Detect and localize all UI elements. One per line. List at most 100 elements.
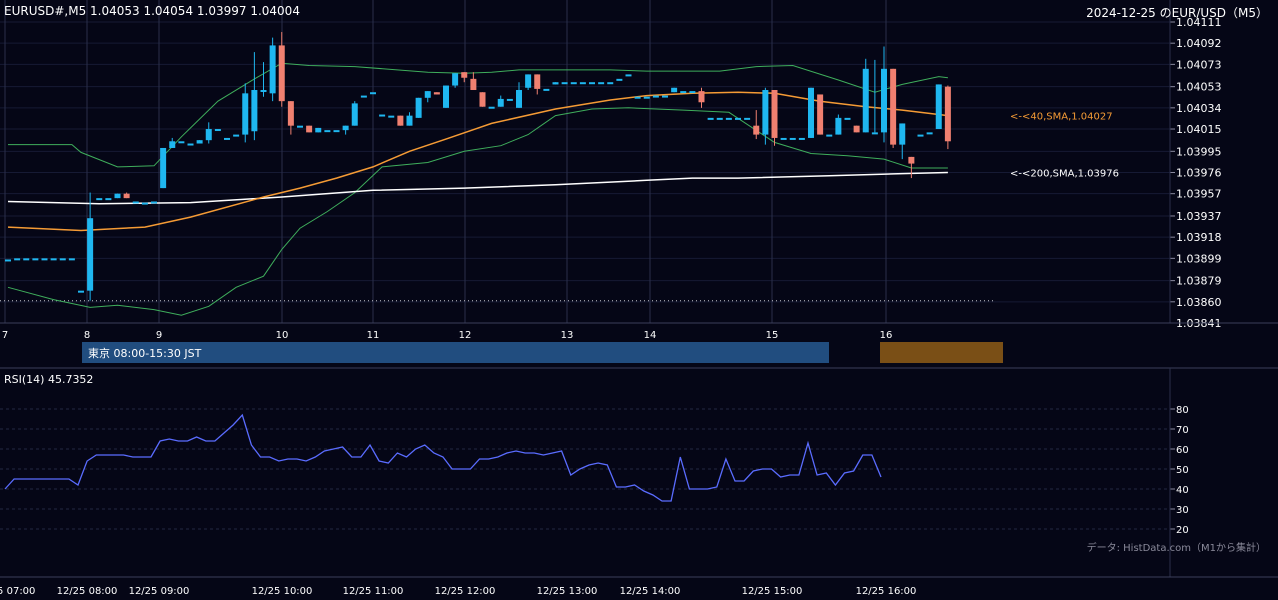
candle-body xyxy=(214,129,221,132)
price-tick-label: 1.03860 xyxy=(1176,296,1222,309)
sma200-line xyxy=(7,171,948,205)
candle-body xyxy=(616,78,623,81)
candle-body xyxy=(570,82,577,85)
candle-body xyxy=(643,96,650,99)
candle-body xyxy=(516,90,522,108)
candle-body xyxy=(707,117,714,120)
price-tick-label: 1.04073 xyxy=(1176,58,1222,71)
candle-body xyxy=(725,117,732,120)
candle-body xyxy=(370,92,376,95)
candle-body xyxy=(5,259,11,262)
tokyo-session-label: 東京 08:00-15:30 JST xyxy=(88,347,202,360)
candle-body xyxy=(506,98,513,101)
rsi-tick-label: 80 xyxy=(1176,405,1189,416)
price-tick-label: 1.04015 xyxy=(1176,123,1222,136)
candle-body xyxy=(607,82,614,85)
rsi-tick-label: 70 xyxy=(1176,425,1189,436)
candle-body xyxy=(479,92,486,107)
hour-tick-label: 9 xyxy=(156,330,162,341)
candle-body xyxy=(32,258,39,261)
hour-tick-label: 7 xyxy=(2,330,8,341)
candle-body xyxy=(306,125,313,133)
sma40-line xyxy=(7,91,948,232)
candle-body xyxy=(360,95,367,98)
candle-body xyxy=(917,134,924,137)
candle-body xyxy=(689,91,696,94)
price-tick-label: 1.04092 xyxy=(1176,37,1222,50)
bollinger-lower-line xyxy=(7,107,948,316)
candle-body xyxy=(415,97,422,118)
hour-tick-label: 10 xyxy=(276,330,289,341)
candle-body xyxy=(808,87,814,138)
candle-body xyxy=(835,117,842,135)
time-tick-label: 12/25 09:00 xyxy=(129,586,190,597)
candle-body xyxy=(789,137,796,140)
candle-body xyxy=(397,115,404,126)
sma40-label: <-<40,SMA,1.04027 xyxy=(1010,112,1113,123)
bollinger-upper-line xyxy=(8,62,948,168)
data-credit: データ: HistData.com（M1から集計） xyxy=(1086,543,1266,554)
candle-body xyxy=(59,258,66,261)
candle-body xyxy=(141,202,148,205)
candle-body xyxy=(68,258,75,261)
candle-body xyxy=(260,90,267,93)
candle-body xyxy=(388,115,395,118)
hour-tick-label: 16 xyxy=(880,330,893,341)
candle-body xyxy=(242,93,249,135)
candle-body xyxy=(406,115,413,126)
candle-body xyxy=(671,87,678,93)
price-tick-label: 1.03976 xyxy=(1176,167,1222,180)
symbol-ohlc-label: EURUSD#,M5 1.04053 1.04054 1.03997 1.040… xyxy=(4,4,300,18)
candle-body xyxy=(114,193,121,199)
candle-body xyxy=(525,74,532,88)
candle-body xyxy=(470,78,477,91)
candle-body xyxy=(224,137,230,140)
candle-body xyxy=(342,125,349,131)
candle-body xyxy=(817,94,824,135)
candle-body xyxy=(78,290,84,293)
candle-body xyxy=(169,141,176,148)
candle-body xyxy=(890,68,897,145)
candle-body xyxy=(881,68,887,133)
candle-body xyxy=(41,258,48,261)
rsi-tick-label: 40 xyxy=(1176,485,1189,496)
candle-body xyxy=(534,74,541,89)
candle-body xyxy=(424,91,431,98)
price-tick-label: 1.04111 xyxy=(1176,16,1222,29)
rsi-tick-label: 60 xyxy=(1176,445,1189,456)
candle-body xyxy=(853,125,860,133)
candle-body xyxy=(160,147,167,189)
rsi-tick-label: 30 xyxy=(1176,505,1189,516)
candle-body xyxy=(625,74,632,77)
candle-body xyxy=(287,101,294,126)
candle-body xyxy=(233,134,240,137)
candle-body xyxy=(753,125,760,135)
candle-body xyxy=(598,82,605,85)
candle-body xyxy=(944,86,951,142)
candle-body xyxy=(87,218,94,291)
time-tick-label: 12/25 14:00 xyxy=(620,586,681,597)
candle-body xyxy=(433,92,440,95)
price-tick-label: 1.03937 xyxy=(1176,210,1222,223)
price-tick-label: 1.03957 xyxy=(1176,188,1222,201)
candle-body xyxy=(735,117,741,120)
candle-body xyxy=(178,141,185,144)
candle-body xyxy=(780,137,787,140)
price-tick-label: 1.03899 xyxy=(1176,252,1222,265)
time-tick-label: 12/25 15:00 xyxy=(742,586,803,597)
candle-body xyxy=(589,82,595,85)
time-tick-label: 12/25 13:00 xyxy=(537,586,598,597)
time-tick-label: 12/25 07:00 xyxy=(0,586,35,597)
candle-body xyxy=(561,82,568,85)
candle-body xyxy=(315,127,322,133)
candle-body xyxy=(324,130,331,133)
rsi-line xyxy=(4,413,882,502)
time-tick-label: 12/25 11:00 xyxy=(343,586,404,597)
time-tick-label: 12/25 16:00 xyxy=(856,586,917,597)
time-tick-label: 12/25 08:00 xyxy=(57,586,118,597)
price-tick-label: 1.03995 xyxy=(1176,145,1222,158)
candle-body xyxy=(762,90,769,135)
candle-body xyxy=(744,117,751,120)
